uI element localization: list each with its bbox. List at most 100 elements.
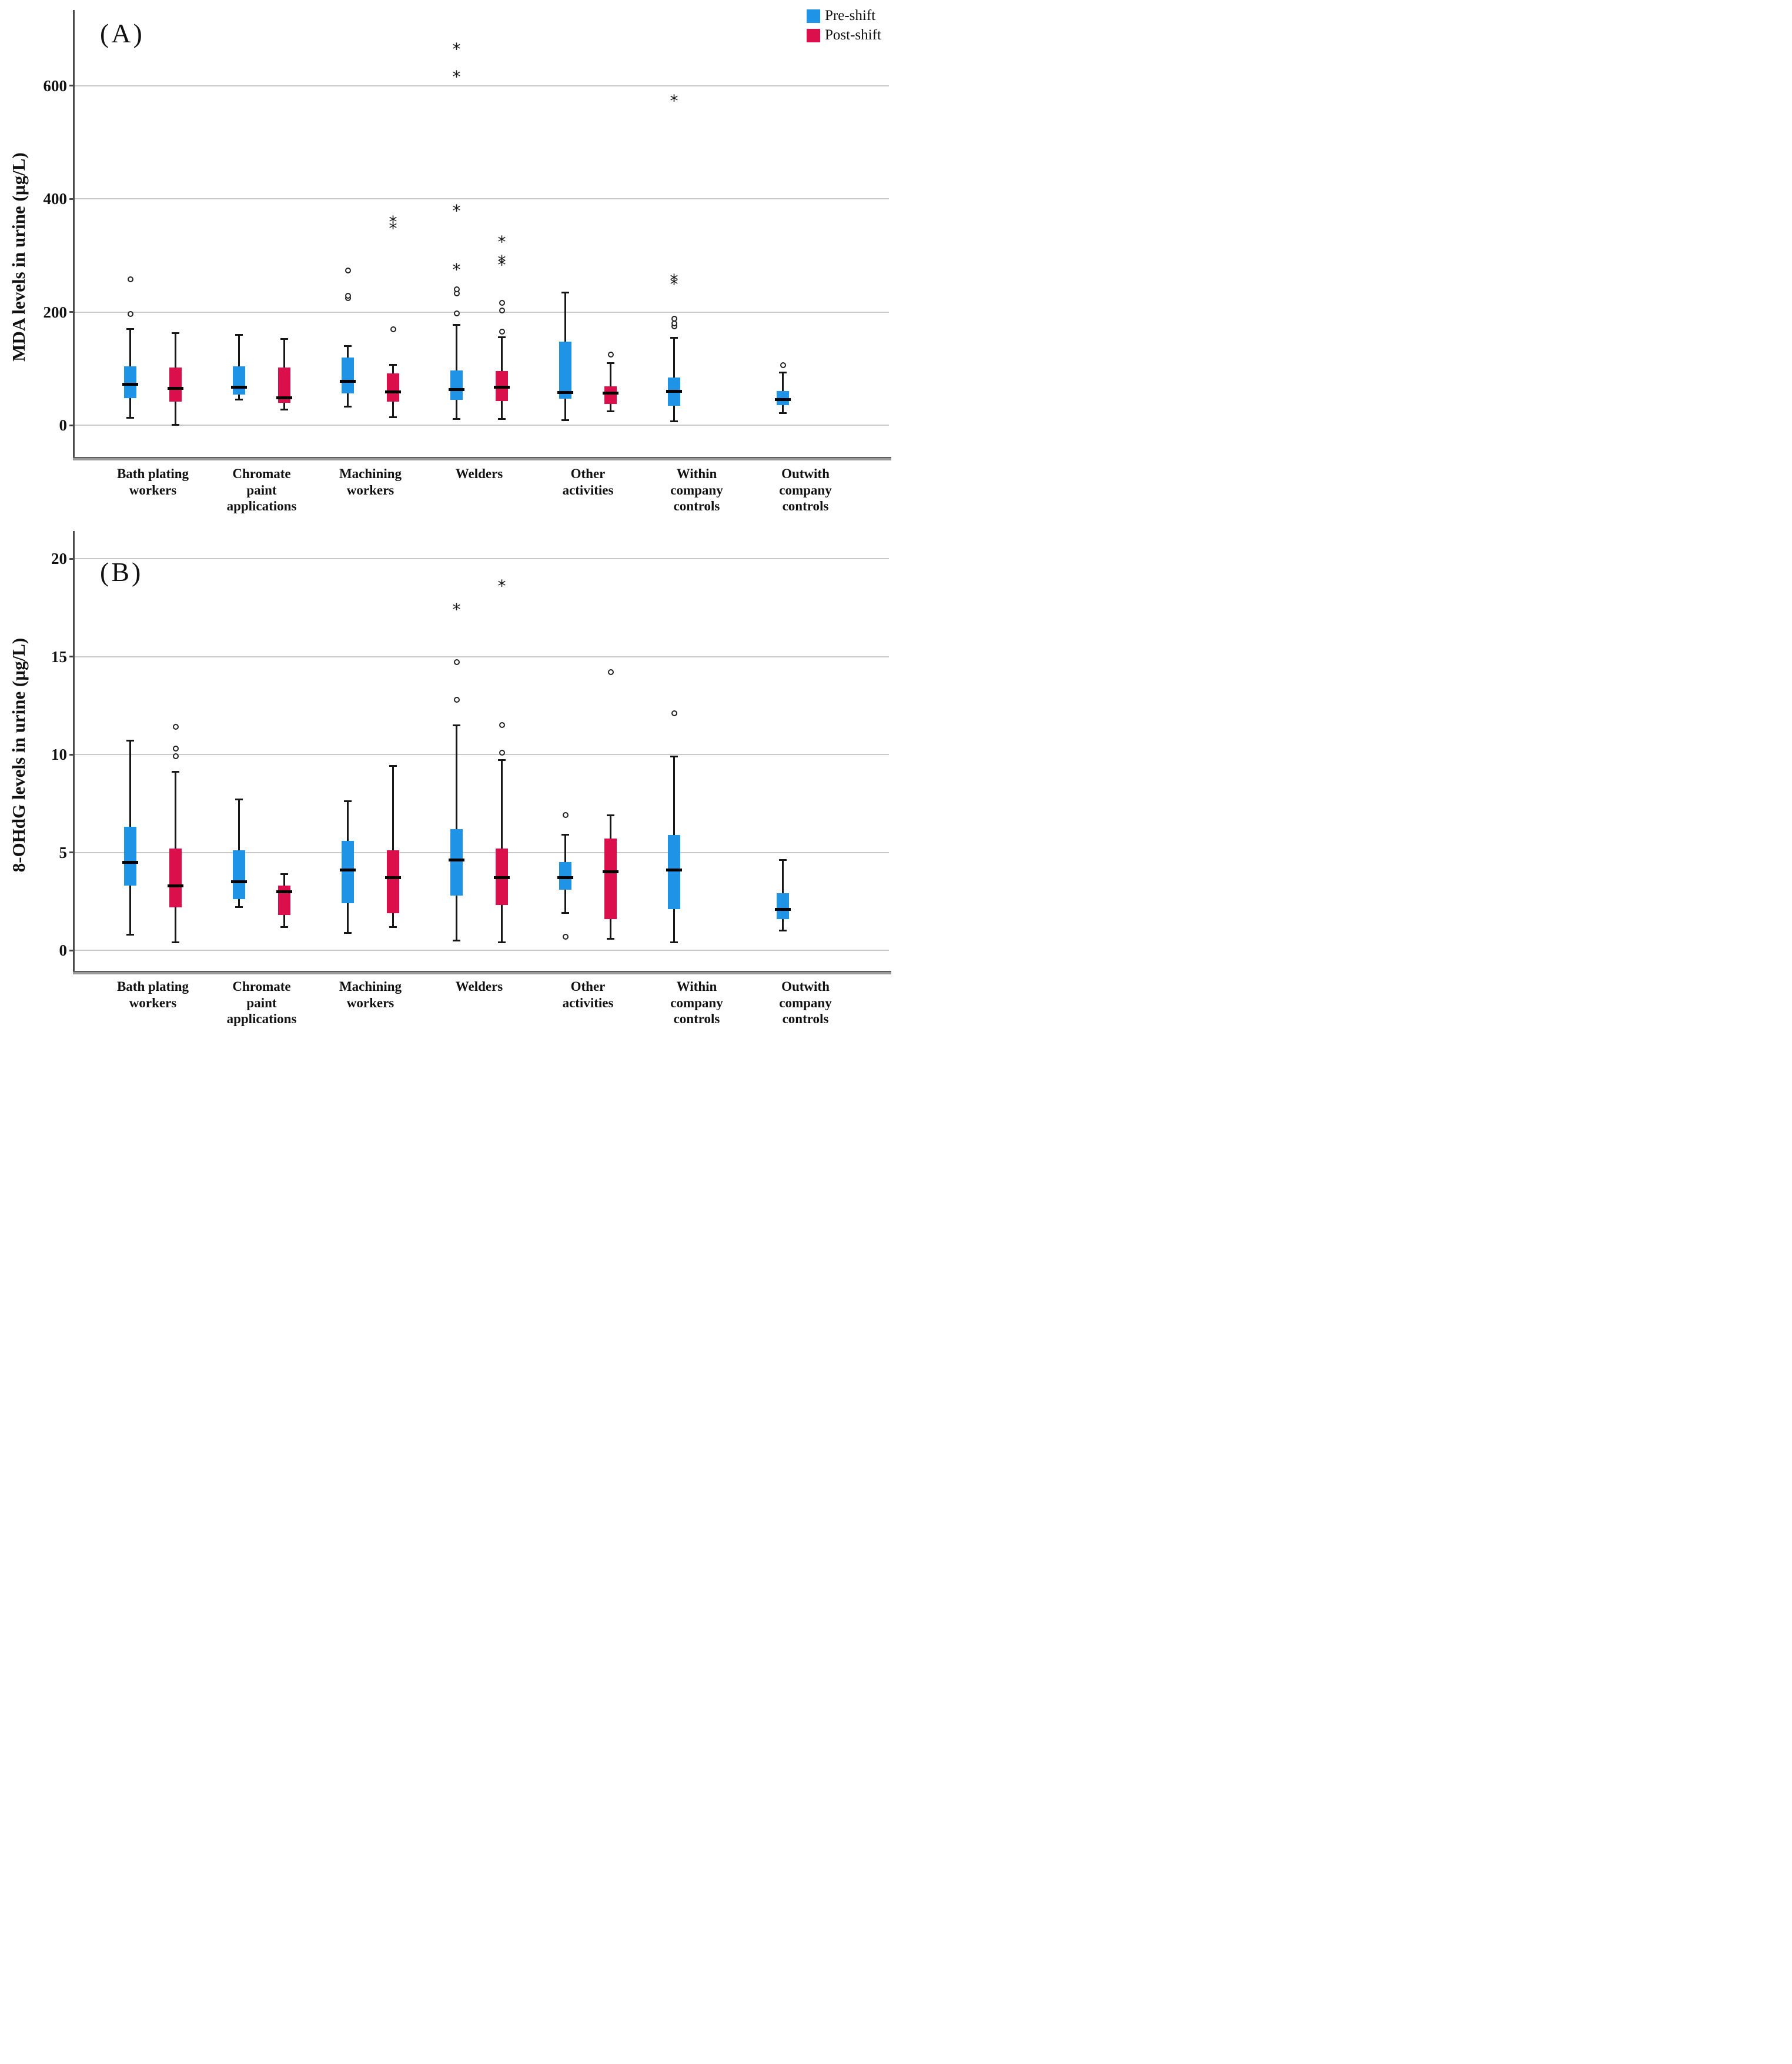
y-tick-label-200: 200: [43, 303, 68, 321]
whisker-cap-low: [779, 412, 787, 415]
iqr-box: [559, 341, 571, 399]
outlier-star: *: [497, 252, 506, 272]
whisker-cap-high: [453, 724, 460, 726]
median-line: [276, 396, 292, 400]
median-line: [557, 390, 573, 394]
iqr-box: [278, 886, 290, 916]
iqr-box: [387, 850, 399, 913]
gridline-600: [74, 85, 889, 86]
x-category-label: Chromate paint applications: [226, 466, 297, 514]
whisker-cap-high: [280, 338, 288, 340]
y-tick-0: [69, 949, 74, 951]
whisker-cap-high: [498, 759, 506, 762]
whisker-cap-low: [126, 933, 134, 936]
whisker-cap-high: [779, 859, 787, 861]
outlier-circle: [499, 307, 505, 313]
whisker-cap-low: [453, 418, 460, 420]
y-tick-20: [69, 557, 74, 560]
whisker-cap-high: [670, 337, 678, 339]
legend: Pre-shift Post-shift: [802, 0, 896, 53]
whisker-cap-low: [172, 941, 179, 944]
whisker-cap-low: [235, 399, 243, 401]
outlier-circle: [562, 933, 569, 940]
whisker-cap-low: [607, 937, 614, 940]
median-line: [494, 876, 510, 880]
iqr-box: [124, 827, 136, 886]
legend-label-post-shift: Post-shift: [825, 27, 881, 43]
gridline-5: [74, 851, 889, 853]
whisker: [392, 766, 394, 927]
x-category-label: Machining workers: [339, 979, 402, 1010]
outlier-circle: [562, 812, 569, 819]
outlier-circle: [453, 286, 460, 292]
gridline-20: [74, 558, 889, 559]
whisker-cap-high: [561, 834, 569, 836]
outlier-circle: [607, 669, 614, 676]
panel-a: (A) MDA levels in urine (µg/L) 0 200 400 60…: [0, 0, 896, 1032]
median-line: [385, 390, 401, 393]
median-line: [231, 386, 247, 389]
outlier-star: *: [670, 91, 678, 111]
whisker-cap-high: [779, 371, 787, 373]
iqr-box: [668, 834, 680, 910]
whisker-cap-high: [235, 333, 243, 336]
y-tick-400: [69, 198, 74, 200]
whisker-cap-high: [389, 364, 397, 366]
outlier-star: *: [389, 212, 397, 232]
whisker-cap-low: [561, 419, 569, 421]
median-line: [557, 876, 573, 880]
x-category-label: Chromate paint applications: [226, 979, 297, 1027]
y-tick-0: [69, 424, 74, 426]
median-line: [494, 386, 510, 389]
boxplot-figure: (A) MDA levels in urine (µg/L) 0 200 400 60…: [0, 0, 896, 1032]
whisker-cap-low: [561, 912, 569, 914]
whisker-cap-low: [453, 939, 460, 941]
whisker-cap-high: [344, 800, 352, 803]
whisker-cap-high: [670, 755, 678, 757]
y-tick-5: [69, 851, 74, 853]
whisker-cap-low: [389, 416, 397, 419]
outlier-star: *: [497, 232, 506, 252]
outlier-circle: [607, 351, 614, 358]
x-category-label: Other activities: [562, 979, 614, 1010]
whisker-cap-high: [280, 873, 288, 875]
whisker-cap-low: [498, 941, 506, 944]
whisker-cap-low: [344, 931, 352, 934]
whisker-cap-low: [607, 410, 614, 413]
whisker-cap-high: [453, 324, 460, 326]
median-line: [168, 386, 183, 390]
outlier-circle: [499, 749, 505, 756]
y-tick-label-600: 600: [43, 76, 68, 95]
x-category-label: Outwith company controls: [779, 979, 832, 1027]
whisker-cap-low: [498, 418, 506, 420]
outlier-circle: [780, 362, 786, 368]
outlier-circle: [345, 292, 351, 299]
x-axis-line: [73, 971, 891, 974]
y-axis-line: [73, 531, 75, 973]
median-line: [122, 860, 138, 864]
outlier-circle: [671, 316, 677, 322]
whisker-cap-low: [235, 906, 243, 909]
y-tick-200: [69, 311, 74, 313]
median-line: [340, 380, 356, 383]
iqr-box: [278, 367, 290, 403]
iqr-box: [124, 366, 136, 398]
whisker-cap-low: [172, 423, 179, 426]
iqr-box: [169, 367, 182, 402]
y-tick-label-0: 0: [59, 941, 68, 959]
outlier-circle: [172, 746, 179, 752]
outlier-circle: [172, 724, 179, 730]
whisker-cap-low: [670, 420, 678, 422]
gridline-15: [74, 656, 889, 657]
panel-a-letter: (A): [100, 18, 145, 48]
whisker-cap-high: [607, 814, 614, 816]
x-axis-line: [73, 457, 891, 460]
median-line: [666, 868, 682, 871]
outlier-circle: [127, 276, 133, 282]
y-tick-15: [69, 656, 74, 657]
y-tick-label-400: 400: [43, 190, 68, 208]
outlier-star: *: [452, 201, 461, 221]
outlier-star: *: [497, 576, 506, 596]
x-category-label: Bath plating workers: [116, 466, 189, 497]
whisker-cap-high: [561, 292, 569, 294]
